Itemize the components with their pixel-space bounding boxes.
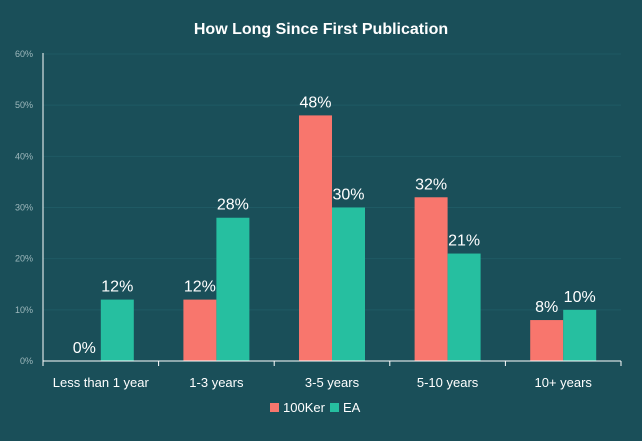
bar-100ker [530, 320, 564, 361]
y-tick-label: 20% [15, 254, 33, 264]
legend-label: EA [343, 400, 361, 415]
bar-ea [447, 253, 481, 361]
bar-ea [563, 309, 597, 361]
data-label: 21% [448, 233, 480, 250]
bar-ea [100, 299, 134, 361]
x-tick-label: 3-5 years [305, 375, 360, 390]
data-label: 28% [217, 197, 249, 214]
bar-100ker [414, 197, 448, 361]
data-label: 32% [415, 176, 447, 193]
data-label: 0% [73, 340, 96, 357]
data-label: 12% [184, 279, 216, 296]
data-label: 8% [535, 299, 558, 316]
chart-title: How Long Since First Publication [194, 21, 448, 38]
data-label: 48% [299, 94, 331, 111]
legend-label: 100Ker [283, 400, 326, 415]
y-tick-label: 50% [15, 100, 33, 110]
x-tick-label: 10+ years [534, 375, 592, 390]
y-tick-label: 10% [15, 305, 33, 315]
bar-100ker [299, 115, 332, 362]
data-label: 12% [101, 279, 133, 296]
y-tick-label: 30% [15, 203, 33, 213]
y-tick-label: 60% [15, 49, 33, 59]
bar-ea [332, 207, 365, 361]
data-label: 30% [332, 187, 364, 204]
bar-100ker [183, 299, 217, 361]
y-tick-label: 40% [15, 151, 33, 161]
legend-swatch-100ker [270, 403, 279, 412]
legend-swatch-ea [330, 403, 339, 412]
bar-ea [216, 217, 250, 361]
x-tick-label: 1-3 years [189, 375, 244, 390]
x-tick-label: 5-10 years [417, 375, 479, 390]
x-tick-label: Less than 1 year [53, 375, 150, 390]
data-label: 10% [564, 289, 596, 306]
y-tick-label: 0% [20, 356, 33, 366]
